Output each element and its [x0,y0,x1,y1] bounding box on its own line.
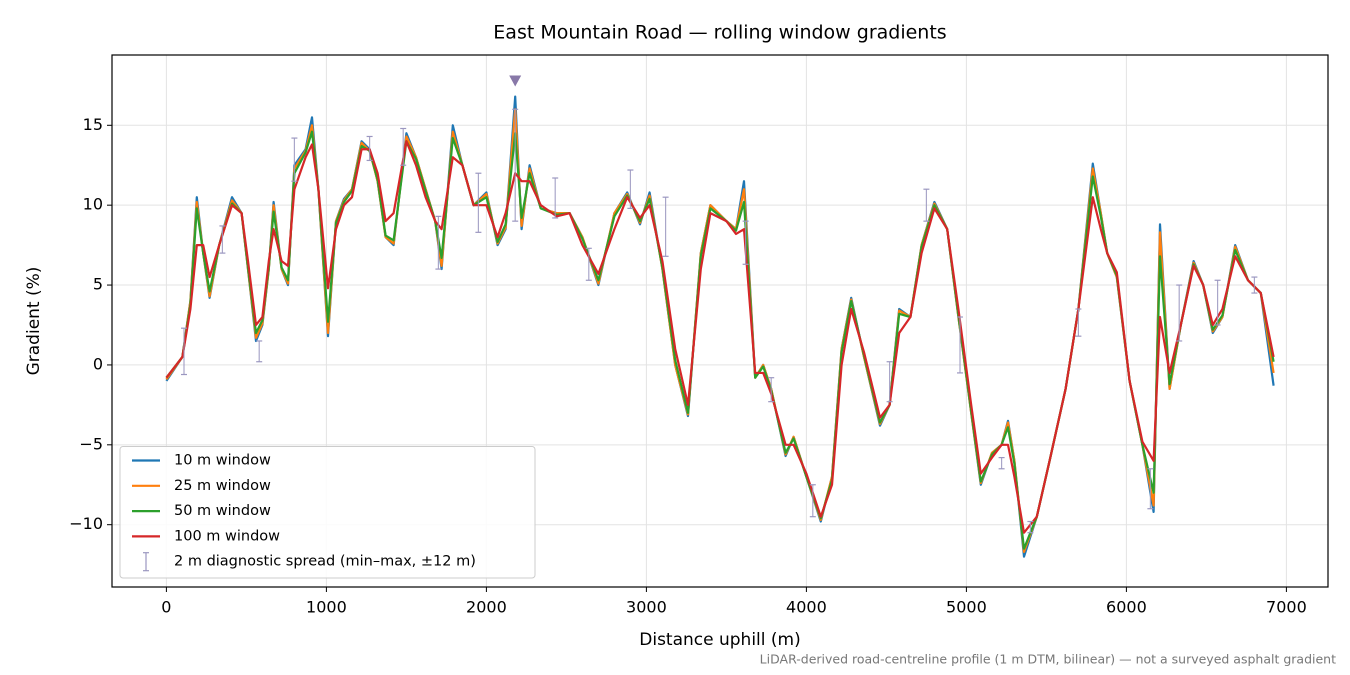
x-tick-label: 7000 [1266,598,1307,617]
error-bar [1075,308,1082,337]
x-tick-label: 5000 [946,598,987,617]
error-bar [662,196,669,257]
error-bar [1214,279,1221,326]
footnote: LiDAR-derived road-centreline profile (1… [760,652,1336,667]
error-bar [998,456,1005,470]
error-bar [957,316,963,374]
legend-label: 25 m window [174,478,271,494]
error-bar [512,108,519,222]
x-tick-label: 1000 [306,598,347,617]
y-tick-label: 5 [93,275,103,294]
error-bar [475,172,482,233]
x-tick-label: 0 [161,598,171,617]
error-bar [585,247,592,281]
axes: 0 1000 2000 3000 4000 5000 6000 7000 −10 −5 0 5 10 15 [69,115,1307,617]
legend: 10 m window 25 m window 50 m window 100 m w… [119,446,536,579]
y-tick-label: −5 [79,434,103,453]
chart-title: East Mountain Road — rolling window grad… [493,22,946,44]
legend-label: 2 m diagnostic spread (min–max, ±12 m) [174,554,476,570]
error-bar [1176,284,1183,342]
legend-label: 10 m window [174,453,271,469]
error-bar [1147,468,1154,510]
legend-label: 50 m window [174,503,271,519]
x-tick-label: 6000 [1106,598,1147,617]
y-tick-label: 0 [93,354,103,373]
y-axis-label: Gradient (%) [24,267,44,376]
line-series [165,140,1275,534]
legend-label: 100 m window [174,528,280,544]
y-tick-label: 15 [83,115,103,134]
error-bar [742,220,749,265]
error-bar [768,377,775,403]
error-bar [435,215,442,270]
error-bar [366,135,373,162]
error-bar [219,225,226,254]
error-bar [886,361,893,403]
error-bar [809,484,816,518]
x-tick-label: 4000 [786,598,827,617]
plot-area [165,75,1275,558]
x-tick-label: 2000 [466,598,507,617]
x-axis-label: Distance uphill (m) [639,630,800,650]
x-tick-label: 3000 [626,598,667,617]
error-bar [627,169,634,209]
peak-marker [509,75,522,87]
error-bar [1027,520,1034,534]
error-bar [291,137,298,182]
error-bar [400,127,407,166]
error-bar [552,177,559,219]
error-bar [1251,276,1258,294]
error-bar [256,340,263,363]
y-tick-label: 10 [83,195,103,214]
error-bar [923,188,930,222]
error-bar [181,327,187,376]
y-tick-label: −10 [69,514,103,533]
axes-frame [111,54,1329,588]
grid [112,55,1328,587]
legend-box [119,446,536,579]
